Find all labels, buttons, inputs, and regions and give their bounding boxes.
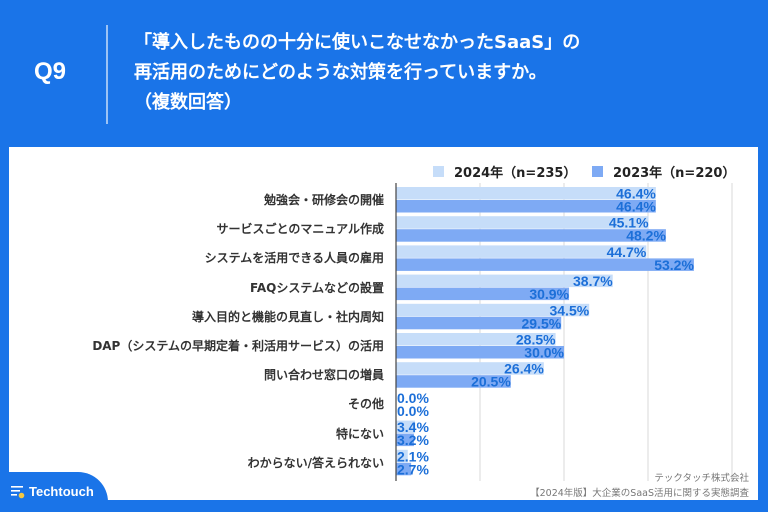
bar-2023 bbox=[396, 462, 412, 476]
category-label: DAP（システムの早期定着・利活用サービス）の活用 bbox=[92, 339, 384, 353]
data-label: 3.2% bbox=[397, 432, 429, 448]
bar-2023 bbox=[396, 375, 511, 388]
bar-2024 bbox=[396, 333, 556, 346]
legend-item-2023: 2023年（n=220） bbox=[592, 162, 735, 181]
category-label: 導入目的と機能の見直し・社内周知 bbox=[191, 309, 384, 324]
legend-swatch-2024 bbox=[433, 166, 444, 177]
data-label: 2.1% bbox=[397, 448, 429, 464]
brand-logo: Techtouch bbox=[10, 484, 94, 499]
header-divider bbox=[106, 25, 108, 124]
bar-2024 bbox=[396, 216, 649, 229]
category-label: サービスごとのマニュアル作成 bbox=[216, 222, 384, 237]
bar-2023 bbox=[396, 258, 694, 271]
category-label: 特にない bbox=[335, 426, 384, 441]
legend-label-2023: 2023年（n=220） bbox=[613, 166, 736, 181]
bar-2023 bbox=[396, 316, 562, 330]
bar-2024 bbox=[396, 274, 613, 288]
data-label: 29.5% bbox=[521, 315, 561, 331]
data-label: 46.4% bbox=[616, 199, 656, 215]
bar-2024 bbox=[396, 187, 656, 200]
question-title: 「導入したものの十分に使いこなせなかったSaaS」の 再活用のためにどのような対… bbox=[134, 28, 580, 118]
question-title-line: 再活用のためにどのような対策を行っていますか。 bbox=[134, 62, 547, 83]
legend-swatch-2023 bbox=[592, 166, 603, 177]
bar-2023 bbox=[396, 287, 570, 301]
bar-2024 bbox=[396, 303, 590, 317]
data-label: 0.0% bbox=[397, 403, 429, 419]
techtouch-logo-icon bbox=[11, 485, 25, 498]
category-label: 勉強会・研修会の開催 bbox=[263, 193, 384, 207]
category-label: システムを活用できる人員の雇用 bbox=[204, 251, 384, 266]
legend-label-2024: 2024年（n=235） bbox=[454, 166, 577, 181]
data-label: 30.9% bbox=[529, 286, 569, 302]
data-label: 45.1% bbox=[609, 215, 649, 231]
data-label: 0.0% bbox=[397, 390, 429, 406]
bar-2023 bbox=[396, 346, 564, 359]
bar-2024 bbox=[396, 449, 408, 463]
category-label: FAQシステムなどの設置 bbox=[250, 280, 384, 295]
brand-tab bbox=[0, 472, 108, 512]
category-label: 問い合わせ窓口の増員 bbox=[263, 368, 384, 383]
data-label: 2.7% bbox=[397, 461, 429, 477]
bar-2024 bbox=[396, 420, 416, 434]
bar-2024 bbox=[396, 362, 544, 375]
question-header: Q9 「導入したものの十分に使いこなせなかったSaaS」の 再活用のためにどのよ… bbox=[0, 0, 768, 147]
data-label: 44.7% bbox=[607, 244, 647, 260]
data-label: 38.7% bbox=[573, 273, 613, 289]
brand-name: Techtouch bbox=[29, 484, 94, 499]
bar-2023 bbox=[396, 229, 666, 242]
question-number: Q9 bbox=[34, 58, 67, 85]
question-title-line: 「導入したものの十分に使いこなせなかったSaaS」の bbox=[134, 32, 581, 53]
bar-2023 bbox=[396, 200, 656, 213]
bar-2024 bbox=[396, 245, 647, 258]
bar-2023 bbox=[396, 433, 414, 447]
data-label: 30.0% bbox=[524, 345, 564, 361]
data-label: 46.4% bbox=[616, 186, 656, 202]
data-label: 48.2% bbox=[626, 228, 666, 244]
credit-survey: 【2024年版】大企業のSaaS活用に関する実態調査 bbox=[530, 488, 749, 499]
category-label: わからない/答えられない bbox=[247, 455, 384, 470]
data-label: 20.5% bbox=[471, 374, 511, 390]
data-label: 53.2% bbox=[654, 257, 694, 273]
question-title-line: （複数回答） bbox=[134, 92, 242, 113]
data-label: 28.5% bbox=[516, 332, 556, 348]
data-label: 3.4% bbox=[397, 419, 429, 435]
data-label: 34.5% bbox=[549, 302, 589, 318]
legend-item-2024: 2024年（n=235） bbox=[433, 162, 576, 181]
data-label: 26.4% bbox=[504, 361, 544, 377]
category-label: その他 bbox=[347, 397, 384, 412]
credit-company: テックタッチ株式会社 bbox=[654, 473, 749, 484]
